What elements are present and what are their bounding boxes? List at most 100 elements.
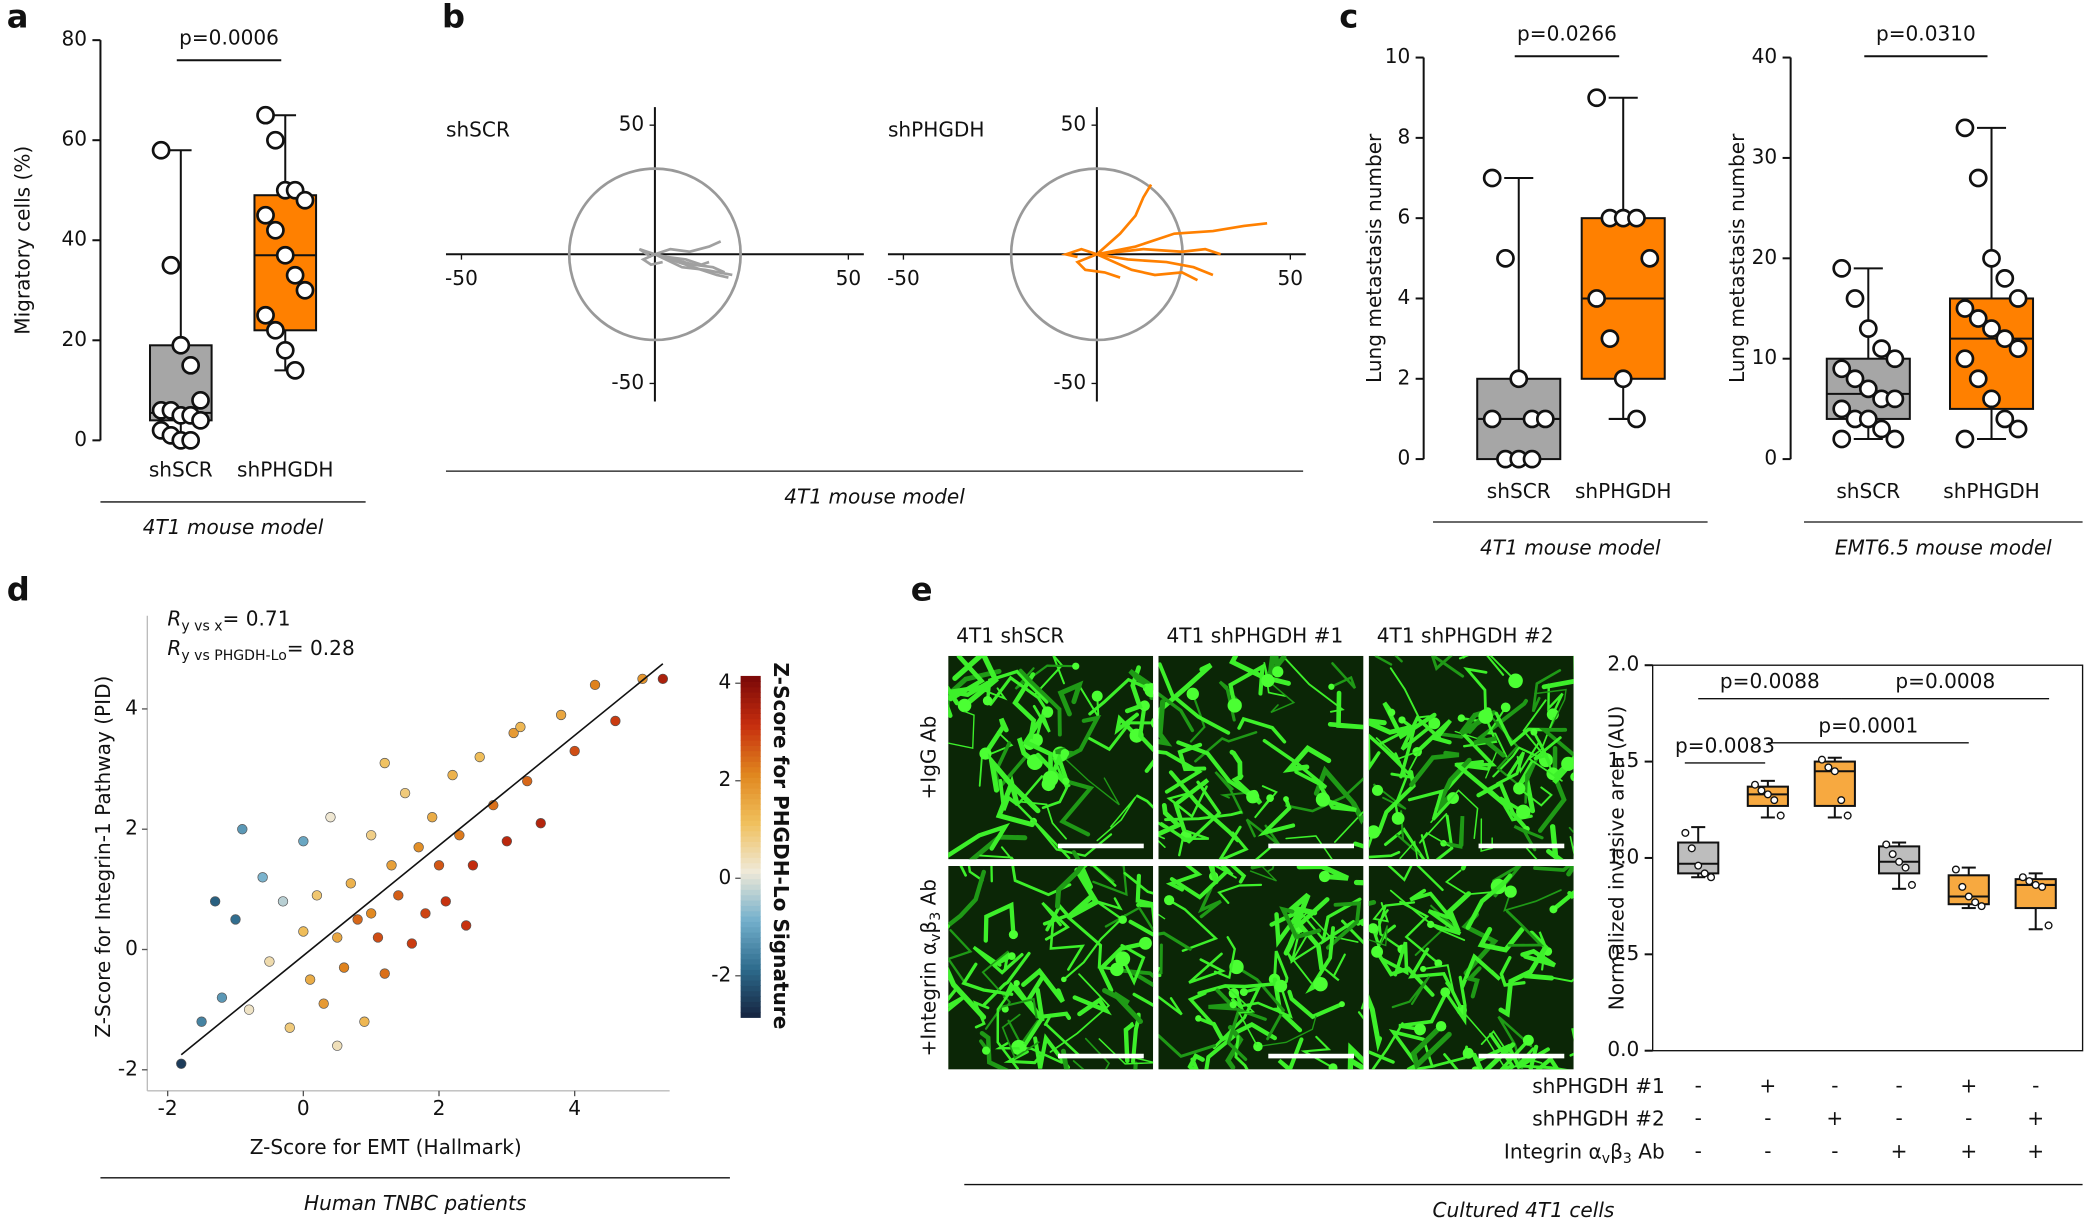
micrograph (948, 865, 1176, 1107)
cell-body (1471, 1066, 1480, 1070)
colorbar-step (740, 718, 761, 725)
cell-process (1374, 655, 1403, 666)
y-tick-label: 20 (61, 327, 87, 351)
colorbar-step (740, 958, 761, 965)
reference-circle (1009, 167, 1184, 342)
p-value: p=0.0008 (1895, 669, 1995, 693)
annotation: Ry vs PHGDH-Lo= 0.28 (167, 636, 354, 664)
data-point (311, 890, 323, 901)
data-point (295, 190, 315, 210)
y-tick-label: 8 (1397, 124, 1410, 148)
cell-body (1266, 794, 1274, 802)
colorbar-tick-label: 4 (718, 670, 731, 694)
colorbar-step (740, 878, 761, 885)
annotation-part: R (167, 606, 181, 630)
cell-process (1062, 914, 1127, 981)
annotation-part: R (167, 636, 181, 660)
cell-process (990, 865, 993, 883)
data-point (1885, 429, 1905, 449)
cell-process (1462, 655, 1517, 682)
data-point (266, 320, 285, 340)
cell-process (1375, 737, 1422, 774)
cell-process (1061, 1048, 1069, 1070)
cell-process (1158, 966, 1183, 1016)
image-row-label: +Integrin αvβ3 Ab (916, 879, 944, 1057)
table-cell: - (1695, 1073, 1702, 1097)
y-tick-label: 4 (1397, 285, 1410, 309)
data-point (176, 1058, 187, 1069)
cell-body (1319, 870, 1331, 883)
table-cell: - (1965, 1106, 1972, 1130)
cell-process (1237, 984, 1293, 1019)
cell-process (1341, 919, 1364, 945)
table-cell: + (1759, 1073, 1776, 1097)
colorbar-step (740, 894, 761, 901)
data-point (1757, 786, 1766, 795)
cell-body (1274, 979, 1288, 993)
data-point (379, 968, 390, 979)
data-point (399, 787, 411, 799)
data-point (256, 305, 275, 325)
cell-process (1035, 752, 1071, 789)
cell-body (1516, 804, 1531, 820)
colorbar-step (740, 814, 761, 821)
data-point (2044, 921, 2053, 930)
table-cell: + (1960, 1073, 1977, 1097)
table-row-label-part: shPHGDH #2 (1532, 1106, 1665, 1130)
table-cell: - (1695, 1106, 1702, 1130)
cell-body (1570, 772, 1574, 782)
cell-process (1033, 655, 1065, 697)
y-tick-label: -50 (1053, 370, 1086, 394)
cell-process (1197, 886, 1222, 919)
data-point (1885, 389, 1905, 409)
cell-process (1465, 966, 1482, 999)
data-point (508, 727, 519, 739)
track (654, 253, 710, 267)
cell-body (1042, 770, 1059, 787)
cell-body (1166, 1097, 1176, 1107)
cell-process (1266, 655, 1287, 684)
micrograph (1158, 865, 1364, 1102)
cell-process (1022, 714, 1053, 781)
cell-body (1398, 716, 1406, 724)
table-cell: - (2032, 1073, 2039, 1097)
data-point (440, 896, 451, 907)
colorbar-step (740, 921, 761, 928)
table-cell: + (2027, 1139, 2044, 1163)
colorbar-step (740, 681, 761, 688)
y-tick-label: 0 (1397, 446, 1410, 470)
y-tick-label: 1.5 (1607, 748, 1639, 772)
panel-letter: c (1339, 0, 1358, 36)
cell-process (1327, 690, 1364, 730)
cell-process (992, 951, 1014, 970)
y-tick-label: 60 (61, 127, 87, 151)
cell-process (1300, 1035, 1335, 1069)
data-point (275, 245, 295, 265)
cell-process (1158, 699, 1173, 747)
colorbar-step (740, 798, 761, 805)
data-point (2008, 419, 2028, 439)
cell-process (1505, 909, 1545, 947)
cell-process (987, 752, 1041, 814)
colorbar-step (740, 782, 761, 789)
cell-body (1478, 709, 1493, 724)
cell-body (1164, 895, 1175, 906)
data-point (1845, 369, 1865, 389)
track (1095, 183, 1153, 256)
colorbar-step (740, 702, 761, 709)
colorbar-step (740, 963, 761, 970)
cell-process (1262, 738, 1328, 789)
cell-process (1018, 668, 1062, 737)
cell-body (1368, 979, 1370, 985)
cell-body (1144, 683, 1154, 698)
cell-body (1229, 1001, 1237, 1009)
colorbar-step (740, 825, 761, 832)
data-point (1627, 208, 1646, 228)
x-tick-label: 0 (297, 1096, 310, 1120)
x-tick-label: -50 (887, 266, 920, 290)
cell-process (948, 710, 975, 749)
data-point (284, 1022, 295, 1033)
data-point (1968, 369, 1988, 389)
cell-body (1258, 1093, 1267, 1102)
cell-process (1396, 810, 1421, 856)
